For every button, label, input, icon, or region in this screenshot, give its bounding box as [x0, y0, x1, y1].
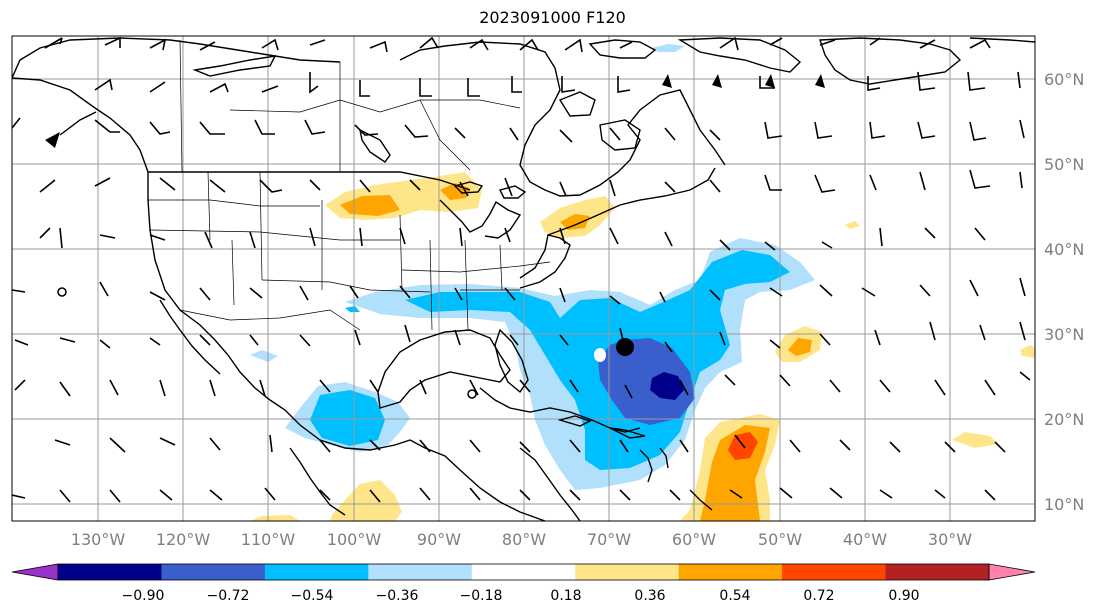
colorbar-tick-label: 0.18 [550, 588, 581, 604]
longitude-axis: 130°W 120°W 110°W 100°W 90°W 80°W 70°W 6… [71, 530, 972, 549]
map-frame [11, 35, 1036, 522]
anomaly-mexico-core [310, 390, 385, 446]
colorbar-tick-label: 0.90 [888, 588, 919, 604]
colorbar-segment [368, 564, 473, 580]
colorbar-border [57, 563, 990, 581]
coastlines [12, 37, 1035, 521]
colorbar-tick-label: 0.54 [719, 588, 750, 604]
wind-pennants [45, 74, 825, 148]
lon-label: 30°W [928, 530, 972, 549]
latitude-axis: 60°N 50°N 40°N 30°N 20°N 10°N [1044, 70, 1084, 514]
map-title: 2023091000 F120 [479, 8, 626, 27]
lat-label: 10°N [1044, 495, 1084, 514]
colorbar-segment [161, 564, 266, 580]
lat-label: 50°N [1044, 155, 1084, 174]
lon-label: 50°W [758, 530, 802, 549]
colorbar-tick-label: −0.36 [376, 588, 419, 604]
lon-label: 100°W [327, 530, 382, 549]
anomaly-atlantic-core [650, 372, 684, 400]
lon-label: 110°W [241, 530, 296, 549]
colorbar-tick-label: 0.72 [803, 588, 834, 604]
lon-label: 130°W [71, 530, 126, 549]
lon-label: 70°W [587, 530, 631, 549]
lat-label: 30°N [1044, 325, 1084, 344]
colorbar-tick-label: 0.36 [634, 588, 665, 604]
calm-markers [57, 287, 477, 399]
colorbar-ticks: −0.90 −0.72 −0.54 −0.36 −0.18 0.18 0.36 … [122, 588, 920, 604]
colorbar-segment [575, 564, 680, 580]
lon-label: 40°W [843, 530, 887, 549]
lon-label: 60°W [672, 530, 716, 549]
colorbar-segment [885, 564, 990, 580]
anomaly-plains-core [340, 195, 400, 216]
state-borders [148, 39, 551, 331]
colorbar-extend-low [11, 563, 59, 581]
colorbar-extend-high [988, 563, 1036, 581]
colorbar [11, 563, 1036, 581]
wind-barbs [12, 36, 1031, 503]
lon-label: 120°W [156, 530, 211, 549]
lat-label: 20°N [1044, 410, 1084, 429]
colorbar-tick-label: −0.72 [207, 588, 250, 604]
lat-label: 40°N [1044, 240, 1084, 259]
colorbar-segment [264, 564, 369, 580]
colorbar-tick-label: −0.18 [460, 588, 503, 604]
colorbar-segment [678, 564, 783, 580]
storm-center-marker [616, 338, 634, 356]
colorbar-segment [782, 564, 887, 580]
lon-label: 90°W [417, 530, 461, 549]
lon-label: 80°W [502, 530, 546, 549]
anomaly-pacific-positive [330, 480, 402, 521]
map-panel [12, 36, 1035, 521]
lat-label: 60°N [1044, 70, 1084, 89]
colorbar-tick-label: −0.54 [291, 588, 334, 604]
graticule [12, 36, 1035, 521]
colorbar-segment [471, 564, 576, 580]
colorbar-segment [58, 564, 162, 580]
colorbar-tick-label: −0.90 [122, 588, 165, 604]
anomaly-atlantic-deep [598, 338, 695, 425]
